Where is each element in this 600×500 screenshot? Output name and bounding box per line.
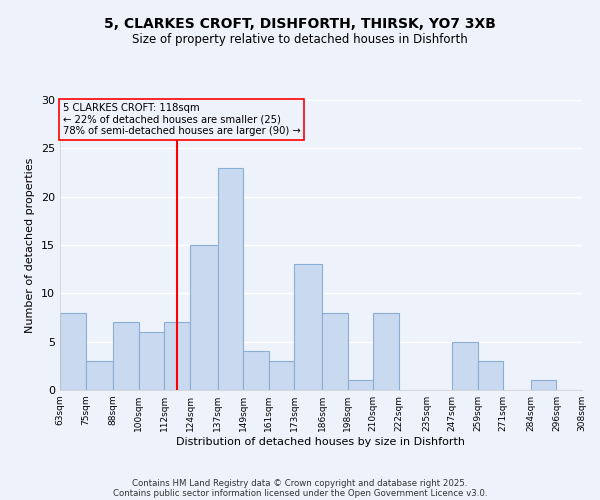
- Bar: [139, 332, 164, 390]
- Text: Size of property relative to detached houses in Dishforth: Size of property relative to detached ho…: [132, 32, 468, 46]
- X-axis label: Distribution of detached houses by size in Dishforth: Distribution of detached houses by size …: [176, 437, 466, 447]
- Bar: [373, 312, 399, 390]
- Bar: [295, 264, 322, 390]
- Y-axis label: Number of detached properties: Number of detached properties: [25, 158, 35, 332]
- Bar: [243, 352, 269, 390]
- Text: Contains public sector information licensed under the Open Government Licence v3: Contains public sector information licen…: [113, 488, 487, 498]
- Bar: [164, 322, 190, 390]
- Bar: [86, 361, 113, 390]
- Bar: [347, 380, 373, 390]
- Text: Contains HM Land Registry data © Crown copyright and database right 2025.: Contains HM Land Registry data © Crown c…: [132, 478, 468, 488]
- Bar: [190, 245, 218, 390]
- Bar: [60, 312, 86, 390]
- Text: 5, CLARKES CROFT, DISHFORTH, THIRSK, YO7 3XB: 5, CLARKES CROFT, DISHFORTH, THIRSK, YO7…: [104, 18, 496, 32]
- Bar: [478, 361, 503, 390]
- Text: 5 CLARKES CROFT: 118sqm
← 22% of detached houses are smaller (25)
78% of semi-de: 5 CLARKES CROFT: 118sqm ← 22% of detache…: [62, 103, 301, 136]
- Bar: [113, 322, 139, 390]
- Bar: [531, 380, 556, 390]
- Bar: [322, 312, 347, 390]
- Bar: [218, 168, 243, 390]
- Bar: [269, 361, 295, 390]
- Bar: [452, 342, 478, 390]
